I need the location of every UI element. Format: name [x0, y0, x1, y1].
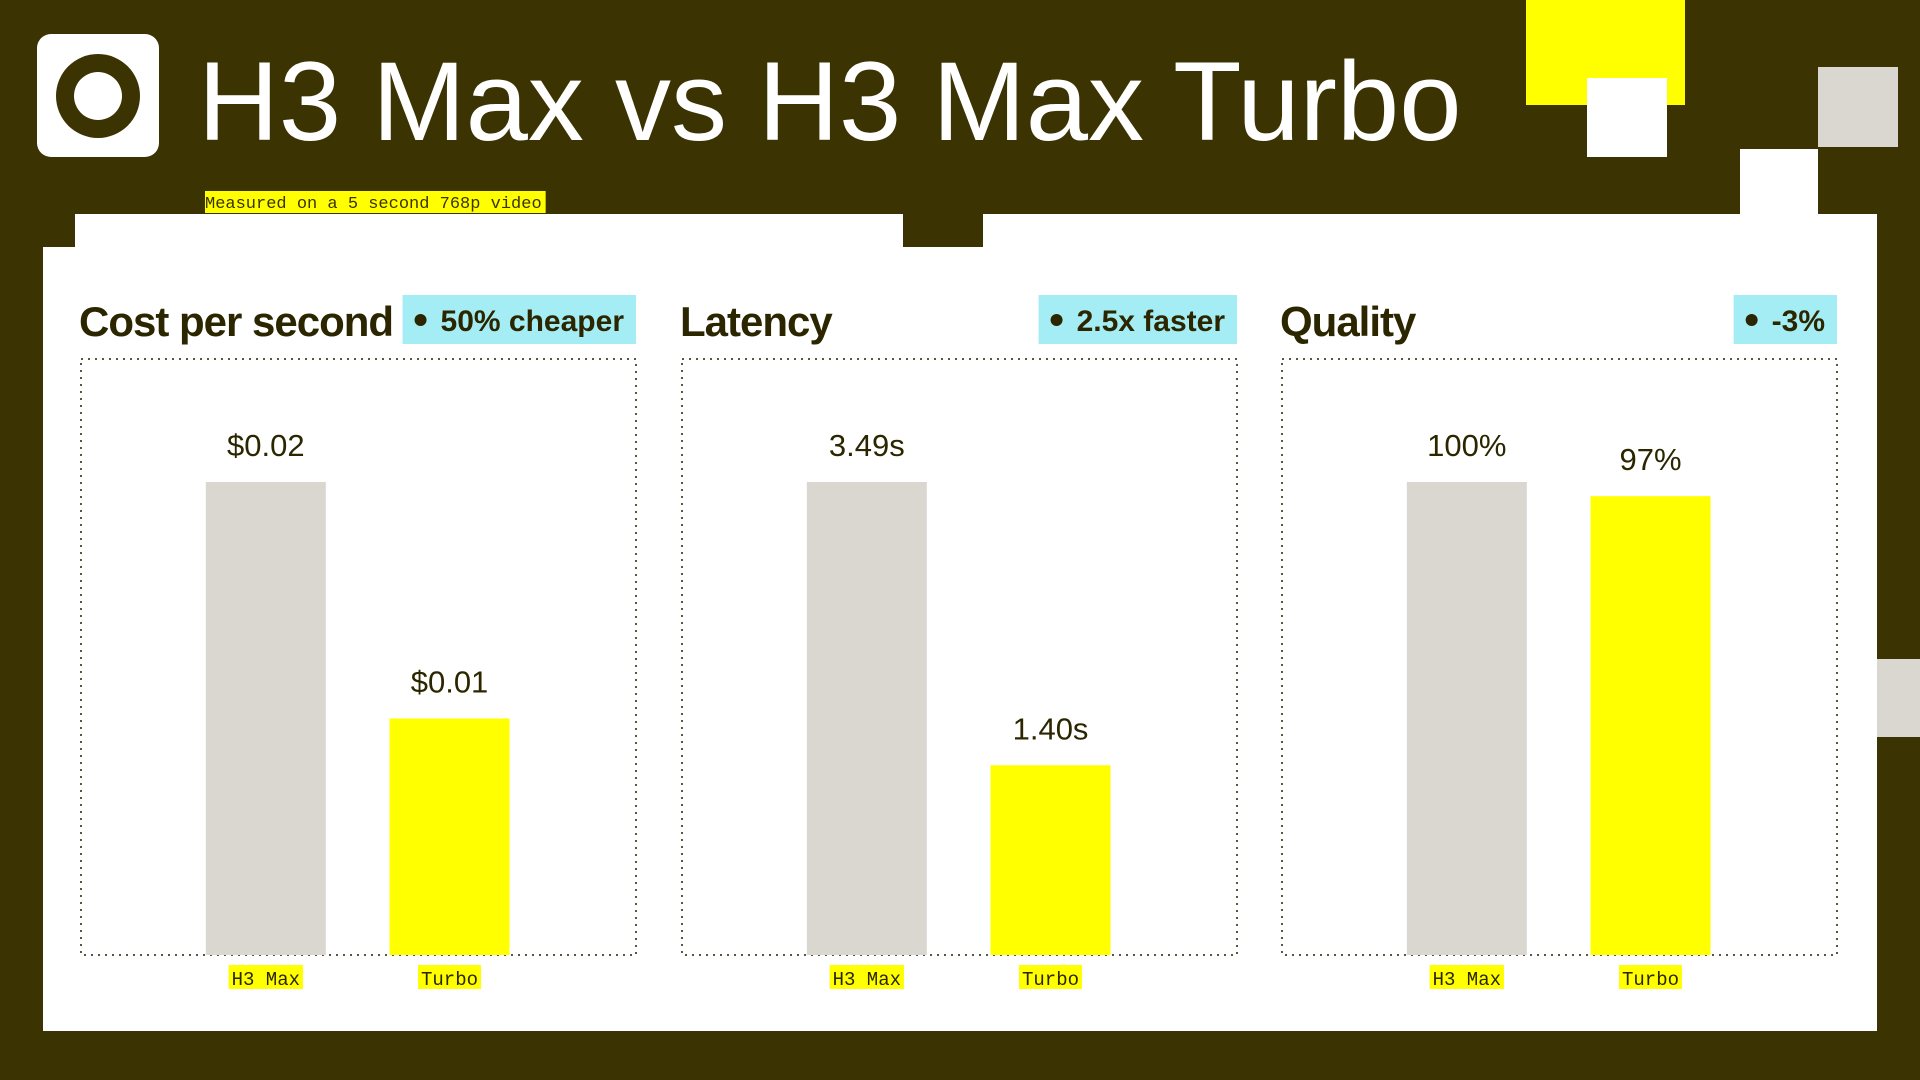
- badge: [1038, 295, 1237, 344]
- category-label: Turbo: [1022, 969, 1079, 991]
- decor-block: [1818, 67, 1898, 147]
- bar: [389, 718, 510, 955]
- badge-dot: [414, 314, 427, 326]
- subtitle-highlight: [205, 191, 546, 213]
- logo: [37, 34, 159, 157]
- subtitle: Measured on a 5 second 768p video: [205, 195, 542, 214]
- bar: [205, 482, 326, 955]
- badge-text: 2.5x faster: [1077, 305, 1226, 338]
- decor-block: [1587, 78, 1667, 157]
- value-label: 1.40s: [1013, 711, 1089, 746]
- value-label: $0.01: [411, 665, 489, 700]
- bar: [1406, 482, 1527, 955]
- panel-frame: [681, 358, 1238, 956]
- decor-block: [903, 214, 983, 247]
- category-label: H3 Max: [232, 969, 300, 991]
- panel-frame: [1281, 358, 1838, 956]
- category-highlight: [1019, 965, 1083, 989]
- category-highlight: [1429, 965, 1505, 989]
- value-label: 100%: [1427, 428, 1506, 463]
- card: [43, 247, 1877, 1031]
- value-label: $0.02: [227, 428, 305, 463]
- category-label: H3 Max: [833, 969, 901, 991]
- category-label: Turbo: [421, 969, 478, 991]
- badge-text: -3%: [1772, 305, 1825, 338]
- title: H3 Max vs H3 Max Turbo: [198, 39, 1462, 164]
- category-highlight: [228, 965, 304, 989]
- bar: [806, 482, 927, 955]
- category-label: H3 Max: [1433, 969, 1501, 991]
- bar: [1590, 496, 1711, 955]
- panel-title: Cost per second: [79, 298, 393, 345]
- decor-block: [1877, 659, 1920, 737]
- category-highlight: [829, 965, 905, 989]
- badge-dot: [1745, 314, 1758, 326]
- badge-dot: [1050, 314, 1063, 326]
- category-highlight: [418, 965, 482, 989]
- value-label: 3.49s: [829, 428, 905, 463]
- value-label: 97%: [1619, 442, 1681, 477]
- bar: [990, 765, 1111, 955]
- decor-block: [1740, 149, 1818, 215]
- badge: [402, 295, 636, 344]
- category-label: Turbo: [1622, 969, 1679, 991]
- panel-frame: [80, 358, 637, 956]
- panel-title: Quality: [1280, 298, 1417, 345]
- category-highlight: [1619, 965, 1683, 989]
- panel-title: Latency: [680, 298, 833, 345]
- badge-text: 50% cheaper: [441, 305, 625, 338]
